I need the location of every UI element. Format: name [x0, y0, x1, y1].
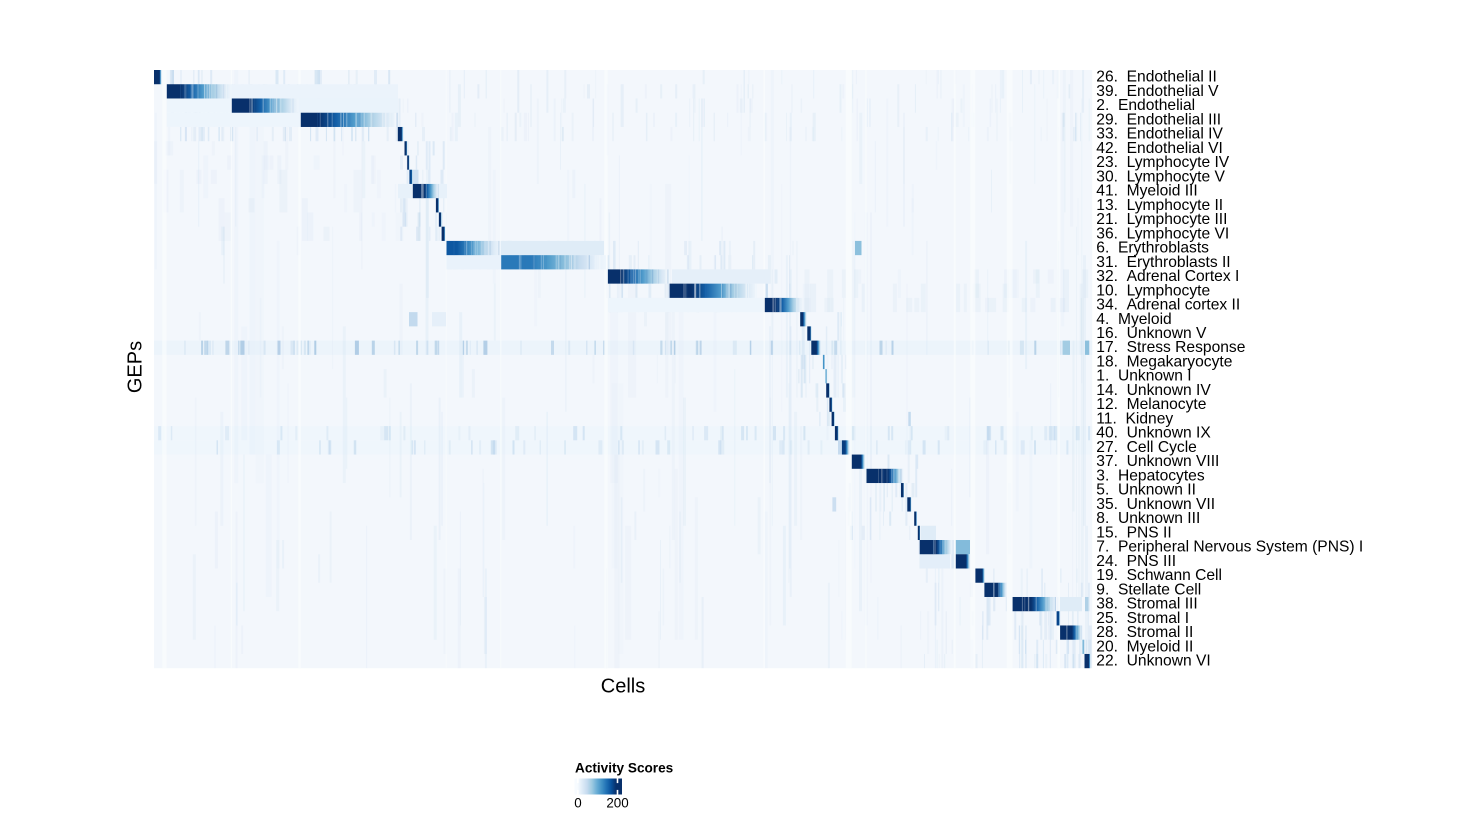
svg-text:2. Endothelial: 2. Endothelial — [1096, 97, 1195, 114]
svg-text:40. Unknown IX: 40. Unknown IX — [1096, 425, 1211, 442]
svg-text:12. Melanocyte: 12. Melanocyte — [1096, 396, 1206, 413]
svg-text:1. Unknown I: 1. Unknown I — [1096, 368, 1191, 385]
svg-text:0: 0 — [574, 796, 581, 811]
svg-text:14. Unknown IV: 14. Unknown IV — [1096, 382, 1211, 399]
svg-text:19. Schwann Cell: 19. Schwann Cell — [1096, 567, 1222, 584]
svg-text:36. Lymphocyte VI: 36. Lymphocyte VI — [1096, 225, 1229, 242]
svg-text:26. Endothelial II: 26. Endothelial II — [1096, 69, 1217, 86]
svg-text:37. Unknown VIII: 37. Unknown VIII — [1096, 453, 1219, 470]
svg-text:Cells: Cells — [601, 676, 645, 698]
svg-text:42. Endothelial VI: 42. Endothelial VI — [1096, 140, 1223, 157]
svg-text:Activity Scores: Activity Scores — [575, 761, 673, 776]
svg-text:20. Myeloid II: 20. Myeloid II — [1096, 638, 1193, 655]
svg-text:15. PNS II: 15. PNS II — [1096, 524, 1171, 541]
svg-text:33. Endothelial IV: 33. Endothelial IV — [1096, 126, 1223, 143]
svg-text:3. Hepatocytes: 3. Hepatocytes — [1096, 467, 1205, 484]
svg-text:31. Erythroblasts II: 31. Erythroblasts II — [1096, 254, 1230, 271]
svg-text:18. Megakaryocyte: 18. Megakaryocyte — [1096, 353, 1232, 370]
svg-text:4. Myeloid: 4. Myeloid — [1096, 311, 1171, 328]
svg-text:17. Stress Response: 17. Stress Response — [1096, 339, 1245, 356]
svg-text:23. Lymphocyte IV: 23. Lymphocyte IV — [1096, 154, 1230, 171]
svg-text:29. Endothelial III: 29. Endothelial III — [1096, 111, 1221, 128]
svg-text:24. PNS III: 24. PNS III — [1096, 553, 1176, 570]
svg-text:6. Erythroblasts: 6. Erythroblasts — [1096, 240, 1209, 257]
svg-text:8. Unknown III: 8. Unknown III — [1096, 510, 1200, 527]
svg-text:28. Stromal II: 28. Stromal II — [1096, 624, 1193, 641]
svg-text:13. Lymphocyte II: 13. Lymphocyte II — [1096, 197, 1223, 214]
svg-text:27. Cell Cycle: 27. Cell Cycle — [1096, 439, 1197, 456]
svg-text:GEPs: GEPs — [125, 341, 147, 393]
svg-text:21. Lymphocyte III: 21. Lymphocyte III — [1096, 211, 1227, 228]
svg-text:25. Stromal I: 25. Stromal I — [1096, 610, 1189, 627]
svg-text:30. Lymphocyte V: 30. Lymphocyte V — [1096, 168, 1225, 185]
svg-text:35. Unknown VII: 35. Unknown VII — [1096, 496, 1215, 513]
svg-text:7. Peripheral Nervous System: 7. Peripheral Nervous System (PNS) I — [1096, 539, 1363, 556]
svg-text:10. Lymphocyte: 10. Lymphocyte — [1096, 282, 1210, 299]
svg-text:38. Stromal III: 38. Stromal III — [1096, 596, 1197, 613]
svg-text:34. Adrenal cortex II: 34. Adrenal cortex II — [1096, 297, 1240, 314]
svg-text:9. Stellate Cell: 9. Stellate Cell — [1096, 581, 1201, 598]
svg-text:41. Myeloid III: 41. Myeloid III — [1096, 183, 1197, 200]
svg-text:200: 200 — [606, 796, 628, 811]
svg-text:5. Unknown II: 5. Unknown II — [1096, 482, 1196, 499]
svg-text:32. Adrenal Cortex I: 32. Adrenal Cortex I — [1096, 268, 1239, 285]
svg-text:39. Endothelial V: 39. Endothelial V — [1096, 83, 1219, 100]
svg-text:16. Unknown V: 16. Unknown V — [1096, 325, 1207, 342]
svg-text:22. Unknown VI: 22. Unknown VI — [1096, 653, 1210, 670]
svg-text:11. Kidney: 11. Kidney — [1096, 410, 1173, 427]
